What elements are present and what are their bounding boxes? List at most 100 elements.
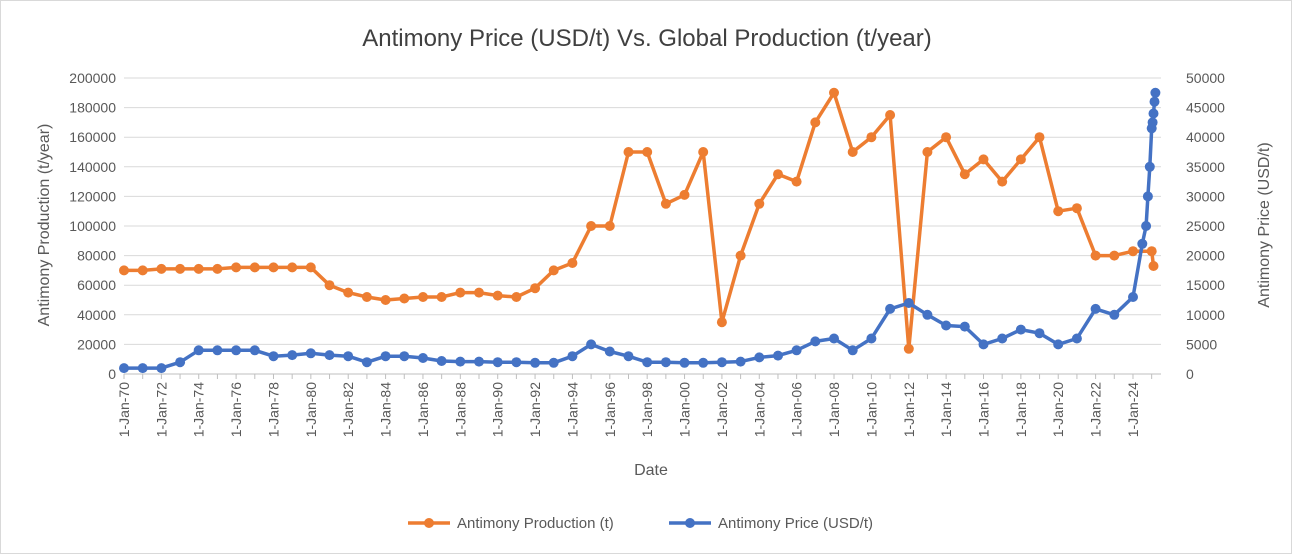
y-tick-label: 80000 (77, 248, 116, 264)
data-point (959, 321, 970, 332)
data-point (735, 250, 746, 261)
data-point (119, 265, 129, 276)
data-point (474, 287, 484, 298)
data-point (399, 351, 410, 362)
data-point (604, 346, 615, 357)
data-point (698, 147, 709, 157)
x-tick-label: 1-Jan-76 (228, 382, 244, 437)
data-point (623, 147, 634, 157)
x-tick-label: 1-Jan-24 (1125, 382, 1141, 437)
legend-label-price: Antimony Price (USD/t) (718, 515, 873, 532)
data-point (1146, 246, 1157, 257)
legend: Antimony Production (t) Antimony Price (… (408, 515, 873, 532)
x-tick-label: 1-Jan-98 (639, 382, 655, 437)
series-production (119, 87, 1159, 354)
x-tick-label: 1-Jan-02 (714, 382, 730, 437)
data-point (1148, 108, 1159, 119)
data-point (361, 292, 372, 302)
data-point (810, 336, 821, 347)
x-tick-label: 1-Jan-06 (789, 382, 805, 437)
y-axis-right-title: Antimony Price (USD/t) (1256, 142, 1273, 307)
data-point (978, 339, 989, 350)
data-point (1053, 206, 1064, 217)
data-point (1034, 328, 1045, 339)
data-point (287, 350, 298, 361)
x-tick-label: 1-Jan-78 (265, 382, 281, 437)
y-tick-label: 160000 (69, 129, 116, 145)
data-point (754, 198, 765, 209)
data-point (791, 176, 802, 187)
data-point (997, 176, 1008, 187)
y2-tick-label: 5000 (1186, 336, 1217, 352)
data-point (773, 350, 783, 361)
data-point (249, 262, 260, 273)
data-point (175, 263, 186, 274)
data-point (1148, 261, 1159, 271)
x-tick-label: 1-Jan-92 (527, 382, 543, 437)
data-point (399, 293, 410, 304)
legend-label-production: Antimony Production (t) (457, 515, 614, 532)
data-point (847, 147, 858, 157)
data-point (660, 198, 671, 209)
data-point (343, 287, 354, 298)
data-point (156, 263, 167, 274)
data-point (343, 351, 354, 362)
data-point (1071, 203, 1082, 214)
x-tick-label: 1-Jan-20 (1050, 382, 1066, 437)
x-tick-label: 1-Jan-22 (1088, 382, 1104, 437)
data-point (586, 221, 597, 231)
data-point (212, 345, 223, 356)
x-tick-label: 1-Jan-82 (340, 382, 356, 437)
x-tick-label: 1-Jan-14 (938, 382, 954, 437)
x-tick-label: 1-Jan-90 (490, 382, 506, 437)
data-point (698, 357, 709, 368)
data-point (212, 263, 223, 274)
legend-item-price: Antimony Price (USD/t) (669, 515, 873, 532)
data-point (847, 345, 858, 356)
data-point (829, 87, 839, 98)
x-tick-label: 1-Jan-80 (303, 382, 319, 437)
data-point (137, 363, 148, 374)
data-point (1149, 96, 1160, 107)
data-point (866, 132, 877, 143)
data-point (959, 169, 970, 180)
x-tick-label: 1-Jan-70 (116, 382, 132, 437)
data-point (436, 292, 447, 302)
data-point (492, 290, 503, 301)
y2-tick-label: 45000 (1186, 100, 1225, 116)
data-point (1147, 117, 1158, 128)
data-point (903, 298, 914, 308)
data-point (1109, 250, 1120, 261)
data-point (941, 132, 952, 143)
data-point (885, 303, 896, 314)
data-point (903, 343, 914, 354)
data-point (885, 110, 896, 120)
legend-item-production: Antimony Production (t) (408, 515, 614, 532)
data-point (810, 117, 821, 128)
x-tick-label: 1-Jan-18 (1013, 382, 1029, 437)
data-point (922, 147, 933, 157)
data-point (716, 357, 727, 368)
data-point (660, 357, 671, 368)
data-point (305, 348, 316, 359)
x-tick-label: 1-Jan-08 (826, 382, 842, 437)
gridlines (124, 77, 1161, 345)
data-point (1141, 221, 1152, 231)
data-point (941, 320, 952, 331)
data-point (829, 333, 839, 344)
data-point (642, 147, 653, 157)
data-point (287, 262, 298, 273)
data-point (175, 357, 186, 368)
data-point (455, 287, 466, 298)
y2-tick-label: 25000 (1186, 218, 1225, 234)
data-point (735, 356, 746, 367)
data-point (530, 283, 541, 294)
data-point (773, 169, 783, 180)
data-point (1150, 87, 1161, 98)
data-point (567, 258, 578, 268)
data-point (380, 351, 391, 362)
data-point (586, 339, 597, 350)
data-point (119, 363, 129, 374)
